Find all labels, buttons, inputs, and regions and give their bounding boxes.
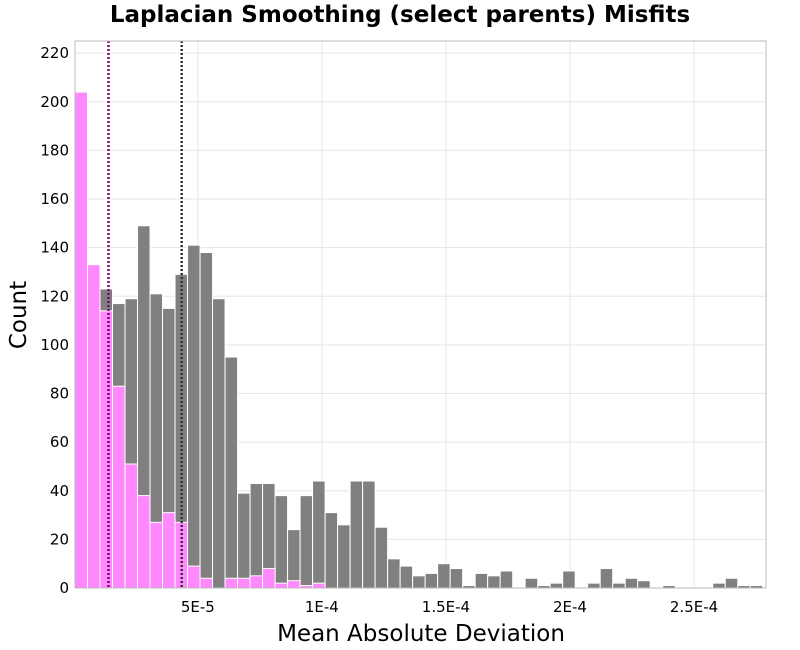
bar-total [524,577,539,589]
y-tick-label: 140 [40,239,69,257]
bar-total [212,298,226,589]
bar-selected [87,264,101,589]
bar-total [599,568,614,589]
bar-total [337,524,351,589]
y-tick-label: 180 [40,141,69,159]
bars-total-series [74,91,764,589]
bar-selected [274,582,289,589]
bar-total [724,577,739,589]
bar-selected [74,91,89,589]
bar-total [412,575,426,589]
bar-total [637,580,651,589]
bar-total [474,572,489,589]
bar-total [424,572,439,589]
bar-total [237,492,251,589]
y-tick-label: 120 [40,287,69,305]
bar-total [187,244,201,589]
mean-lines [107,41,183,588]
bar-total [362,480,376,589]
y-axis-title: Count [6,281,32,349]
x-tick-label: 2E-4 [553,598,587,616]
bar-selected [162,512,176,589]
bar-total [449,568,464,589]
y-tick-label: 220 [40,44,69,62]
bar-selected [287,580,301,589]
bar-total [487,575,501,589]
bar-total [287,529,301,589]
bar-total [224,356,239,589]
bar-total [387,558,401,589]
y-tick-label: 200 [40,93,69,111]
plot-frame [74,40,767,589]
bar-selected [112,385,126,589]
bar-total [312,480,326,589]
y-tick-label: 80 [50,385,69,403]
bar-total [437,563,451,589]
bar-total [624,577,639,589]
bar-selected [137,495,151,589]
bar-total [549,582,564,589]
x-tick-label: 1.5E-4 [422,598,470,616]
bar-selected [187,565,201,589]
bar-total [399,565,414,589]
x-tick-label: 5E-5 [181,598,215,616]
bar-selected [224,577,239,589]
bar-selected [312,582,326,589]
bar-total [349,480,364,589]
y-tick-label: 40 [50,482,69,500]
x-tick-label: 2.5E-4 [670,598,718,616]
bar-selected [99,310,114,589]
x-axis: 5E-5 1E-4 1.5E-4 2E-4 2.5E-4 [181,598,718,616]
bar-total [712,582,726,589]
bar-selected [262,568,276,589]
bar-total [324,512,339,589]
bar-selected [149,521,164,589]
y-tick-label: 160 [40,190,69,208]
x-axis-title: Mean Absolute Deviation [277,621,565,647]
bar-total [249,482,264,589]
bar-total [587,582,601,589]
bar-selected [249,575,264,589]
bar-selected [237,577,251,589]
y-tick-label: 0 [59,579,69,597]
bar-selected [124,463,139,589]
bar-total [374,526,389,589]
bar-total [299,495,314,589]
bar-total [274,495,289,589]
y-tick-label: 20 [50,530,69,548]
chart-title: Laplacian Smoothing (select parents) Mis… [109,2,691,28]
bar-total [499,570,514,589]
y-tick-label: 60 [50,433,69,451]
bar-total [612,582,626,589]
bar-total [199,252,214,589]
y-tick-label: 100 [40,336,69,354]
y-axis: 0 20 40 60 80 100 120 140 160 180 200 220 [40,44,69,597]
x-tick-label: 1E-4 [305,598,339,616]
bar-total [562,570,576,589]
bar-selected [199,577,214,589]
